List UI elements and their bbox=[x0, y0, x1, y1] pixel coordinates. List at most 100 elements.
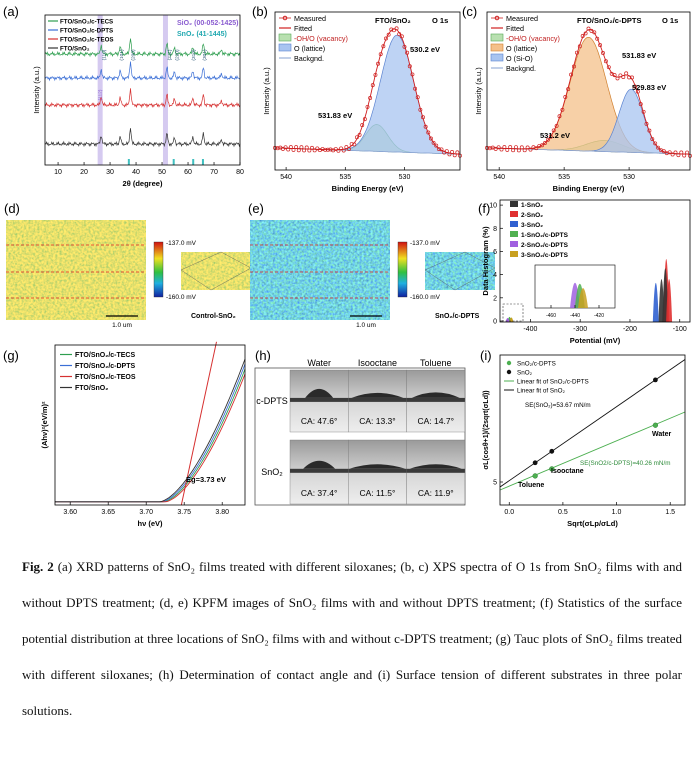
xrd-curve bbox=[44, 38, 241, 58]
contact-angle: CA: 11.9° bbox=[418, 488, 454, 498]
measured-point bbox=[511, 148, 516, 153]
measured-point bbox=[286, 147, 291, 152]
legend-swatch bbox=[494, 15, 500, 21]
measured-point bbox=[275, 146, 280, 151]
point-sno2 bbox=[653, 377, 658, 383]
measured-point bbox=[499, 147, 504, 152]
measured-point bbox=[434, 143, 439, 148]
surface-3d-edge bbox=[424, 251, 496, 291]
measured-point bbox=[307, 148, 312, 153]
measured-point bbox=[508, 145, 513, 150]
measured-point bbox=[455, 150, 460, 155]
y-axis-label: σL(cosθ+1)/(2sqrt(σLd)) bbox=[483, 390, 490, 469]
measured-point bbox=[603, 59, 608, 64]
scale-bar-label: 1.0 um bbox=[112, 322, 132, 329]
x-tick-label: 10 bbox=[54, 169, 62, 176]
measured-point bbox=[522, 148, 527, 153]
legend-swatch bbox=[278, 33, 292, 42]
measured-point bbox=[362, 117, 367, 122]
sno2-ref bbox=[172, 159, 175, 165]
x-tick-label: -300 bbox=[573, 326, 587, 333]
legend-entry: Measured bbox=[506, 14, 538, 23]
legend-entry: 1-SnO₂ bbox=[521, 202, 543, 209]
panel-label: (a) bbox=[3, 4, 19, 19]
measured-point bbox=[601, 51, 605, 55]
x-tick-label: 70 bbox=[210, 169, 218, 176]
measured-point bbox=[373, 72, 378, 77]
annotation: SE(SnO₂)=53.67 mN/m bbox=[525, 402, 591, 409]
plot-frame bbox=[486, 11, 691, 171]
measured-point bbox=[341, 148, 346, 153]
plot-frame bbox=[44, 14, 241, 166]
peak-label: (101) bbox=[119, 49, 125, 61]
measured-point bbox=[650, 137, 655, 142]
x-tick-label: 50 bbox=[158, 169, 166, 176]
y-axis-label: Data Histogram (%) bbox=[481, 226, 490, 296]
x-tick-label: -440 bbox=[570, 313, 580, 319]
panel-label: (e) bbox=[248, 201, 264, 216]
measured-point bbox=[320, 147, 325, 151]
measured-point bbox=[394, 26, 399, 31]
legend-entry: FTO/SnO₂ bbox=[60, 46, 90, 53]
measured-point bbox=[519, 145, 524, 150]
measured-point bbox=[583, 31, 588, 36]
peak-label: (211) bbox=[167, 49, 173, 60]
measured-point bbox=[557, 114, 562, 119]
point-dpts bbox=[652, 422, 659, 428]
measured-point bbox=[389, 27, 394, 32]
image-caption: Control-SnO₂ bbox=[191, 313, 236, 320]
x-tick-label: -400 bbox=[523, 326, 537, 333]
x-tick-label: 3.70 bbox=[139, 509, 153, 516]
measured-point bbox=[635, 89, 640, 94]
measured-point bbox=[592, 30, 597, 35]
measured-point bbox=[378, 52, 383, 57]
measured-point bbox=[421, 115, 425, 120]
substrate bbox=[348, 397, 407, 402]
panel-subtitle: O 1s bbox=[662, 16, 678, 25]
droplet bbox=[349, 464, 406, 469]
xrd-curve bbox=[44, 88, 241, 109]
annotation: 531.83 eV bbox=[318, 111, 352, 120]
measured-point bbox=[407, 64, 412, 69]
x-tick-label: 540 bbox=[493, 174, 505, 181]
sno2-ref bbox=[201, 159, 204, 165]
legend-entry: 3-SnO₂ bbox=[521, 222, 543, 229]
measured-point bbox=[580, 33, 585, 38]
legend-swatch bbox=[510, 241, 518, 247]
surface-3d bbox=[425, 252, 495, 290]
legend-entry: FTO/SnO₂/c-TECS bbox=[75, 352, 135, 359]
measured-point bbox=[630, 75, 634, 80]
plot-frame bbox=[499, 354, 686, 506]
peak-label: (112) bbox=[98, 89, 104, 100]
measured-point bbox=[656, 145, 661, 150]
x-tick-label: 1.5 bbox=[665, 509, 675, 516]
peak-label: (200) bbox=[131, 49, 137, 61]
measured-point bbox=[299, 145, 304, 150]
measured-point bbox=[595, 36, 600, 41]
measured-point bbox=[431, 140, 436, 145]
measured-point bbox=[528, 147, 533, 152]
legend-entry: -OH/O (vacancy) bbox=[294, 34, 348, 43]
scale-bar-label: 1.0 um bbox=[356, 322, 376, 329]
histogram-peak bbox=[652, 282, 659, 322]
measured-point bbox=[368, 96, 373, 100]
measured-point bbox=[339, 146, 344, 151]
x-tick-label: 1.0 bbox=[612, 509, 622, 516]
zoom-box bbox=[502, 303, 524, 322]
measured-point bbox=[676, 153, 681, 158]
x-axis-label: Sqrt(σLp/σLd) bbox=[567, 519, 618, 528]
panel-label: (f) bbox=[478, 201, 490, 216]
x-tick-label: -200 bbox=[623, 326, 637, 333]
measured-point bbox=[418, 107, 423, 112]
figure-caption: Fig. 2 (a) XRD patterns of SnO₂ films tr… bbox=[22, 549, 682, 769]
measured-point bbox=[312, 148, 317, 153]
measured-point bbox=[638, 102, 643, 107]
measured-point bbox=[294, 145, 299, 150]
x-tick-label: 60 bbox=[184, 169, 192, 176]
y-axis-label: Intensity (a.u.) bbox=[262, 67, 271, 115]
measured-point bbox=[405, 50, 410, 55]
x-axis-label: Potential (mV) bbox=[570, 336, 621, 345]
annotation: 530.2 eV bbox=[410, 45, 440, 54]
measured-point bbox=[283, 145, 288, 150]
